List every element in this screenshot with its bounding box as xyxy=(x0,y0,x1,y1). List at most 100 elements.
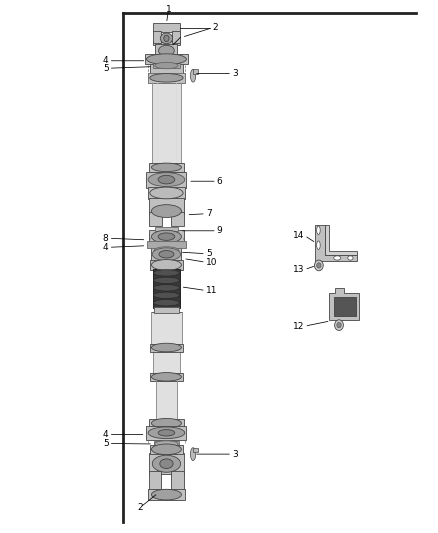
Bar xyxy=(155,44,177,54)
Bar xyxy=(153,63,180,68)
Bar xyxy=(147,241,186,248)
Ellipse shape xyxy=(158,430,175,436)
Ellipse shape xyxy=(154,247,179,254)
Text: 8: 8 xyxy=(103,234,109,243)
Bar xyxy=(155,374,177,421)
Ellipse shape xyxy=(152,455,180,472)
Text: 2: 2 xyxy=(212,23,218,32)
Ellipse shape xyxy=(317,226,320,235)
Ellipse shape xyxy=(152,260,181,270)
Text: 1: 1 xyxy=(166,5,172,13)
Ellipse shape xyxy=(148,173,185,187)
Bar xyxy=(149,230,184,244)
Text: 14: 14 xyxy=(293,231,304,240)
Bar xyxy=(334,297,356,316)
Text: 4: 4 xyxy=(103,243,109,252)
Bar xyxy=(154,441,179,447)
Bar xyxy=(150,344,183,352)
Bar xyxy=(148,187,185,199)
Text: 12: 12 xyxy=(293,322,304,330)
Ellipse shape xyxy=(153,300,180,306)
Ellipse shape xyxy=(152,205,181,217)
Ellipse shape xyxy=(153,270,180,276)
Polygon shape xyxy=(315,225,357,261)
Bar xyxy=(155,227,178,231)
Ellipse shape xyxy=(159,251,174,258)
Ellipse shape xyxy=(152,248,180,261)
Ellipse shape xyxy=(155,62,178,69)
Bar xyxy=(152,247,181,261)
Text: 3: 3 xyxy=(232,450,238,458)
Ellipse shape xyxy=(152,489,181,500)
Ellipse shape xyxy=(152,230,181,243)
Ellipse shape xyxy=(159,45,174,56)
Ellipse shape xyxy=(160,459,173,469)
Text: 7: 7 xyxy=(206,209,212,218)
Bar xyxy=(149,163,184,172)
Ellipse shape xyxy=(153,277,180,284)
Text: 4: 4 xyxy=(103,56,109,65)
Bar xyxy=(146,426,187,440)
Ellipse shape xyxy=(334,256,341,260)
Bar xyxy=(153,345,180,376)
Bar xyxy=(150,63,183,74)
Ellipse shape xyxy=(150,187,183,199)
Bar xyxy=(149,453,184,474)
Text: 3: 3 xyxy=(232,69,238,78)
Ellipse shape xyxy=(164,35,169,42)
Bar xyxy=(145,54,188,64)
Ellipse shape xyxy=(153,292,180,298)
Ellipse shape xyxy=(314,260,323,271)
Ellipse shape xyxy=(152,163,181,172)
Bar xyxy=(193,69,198,74)
Ellipse shape xyxy=(153,285,180,291)
Polygon shape xyxy=(325,225,357,255)
Bar xyxy=(153,41,180,45)
Bar xyxy=(148,489,185,500)
Bar xyxy=(193,448,198,452)
Text: 5: 5 xyxy=(206,249,212,258)
Bar xyxy=(171,471,184,491)
Bar xyxy=(150,260,183,270)
Ellipse shape xyxy=(160,33,173,44)
Bar xyxy=(149,212,162,226)
Ellipse shape xyxy=(317,263,321,268)
Bar xyxy=(152,82,180,165)
Bar xyxy=(150,373,183,381)
Bar xyxy=(149,419,184,427)
Ellipse shape xyxy=(152,418,181,428)
Text: 5: 5 xyxy=(103,439,109,448)
Bar xyxy=(153,23,180,32)
Text: 6: 6 xyxy=(217,177,223,185)
Bar xyxy=(172,31,180,43)
Text: 11: 11 xyxy=(206,286,217,295)
Ellipse shape xyxy=(317,241,320,249)
Text: 5: 5 xyxy=(103,64,109,72)
Ellipse shape xyxy=(337,322,341,328)
Ellipse shape xyxy=(158,175,175,184)
Ellipse shape xyxy=(152,444,181,455)
Text: 4: 4 xyxy=(103,430,109,439)
Bar xyxy=(153,31,161,43)
Bar xyxy=(154,307,179,313)
Ellipse shape xyxy=(335,320,343,330)
Ellipse shape xyxy=(148,427,185,439)
Bar xyxy=(146,172,187,188)
Ellipse shape xyxy=(146,54,187,64)
Ellipse shape xyxy=(155,441,178,447)
Text: 10: 10 xyxy=(206,258,217,266)
Bar xyxy=(149,198,184,214)
Ellipse shape xyxy=(152,373,181,381)
Bar xyxy=(153,269,180,308)
Ellipse shape xyxy=(152,343,181,352)
Bar xyxy=(151,312,182,346)
Polygon shape xyxy=(328,288,359,320)
Bar xyxy=(150,445,183,454)
Ellipse shape xyxy=(348,256,353,260)
Text: 9: 9 xyxy=(217,227,223,235)
Ellipse shape xyxy=(191,448,196,461)
Text: 2: 2 xyxy=(138,503,143,512)
Ellipse shape xyxy=(158,233,175,240)
Bar xyxy=(149,471,162,491)
Bar xyxy=(170,212,184,226)
